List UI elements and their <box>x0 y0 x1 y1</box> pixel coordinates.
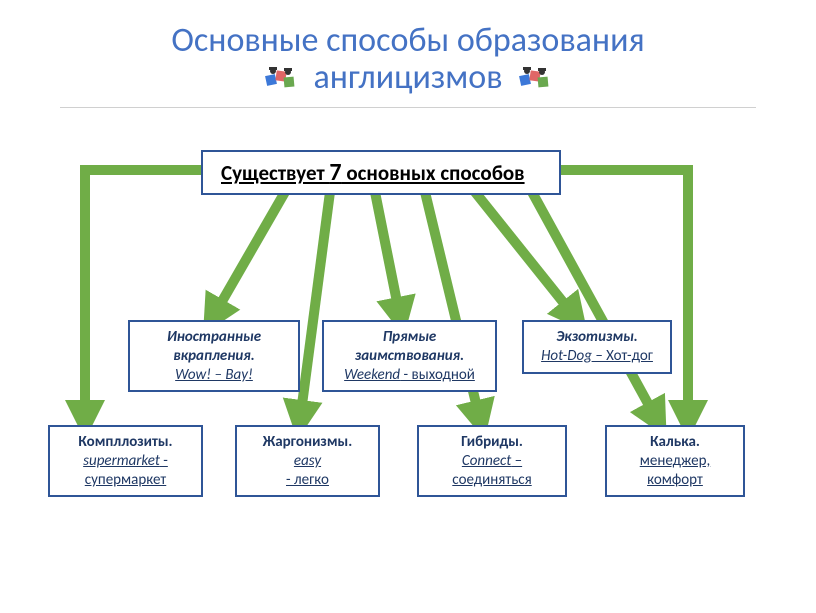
title-line-2-text: англицизмов <box>314 57 503 98</box>
leaf-foreign: Иностранные вкрапления.Wow! – Вау! <box>128 320 300 392</box>
leaf-title: Экзотизмы. <box>532 328 662 347</box>
title-line-2: англицизмов <box>171 59 644 99</box>
leaf-example: Wow! – Вау! <box>138 366 290 385</box>
root-text-pre: Существует <box>221 160 329 186</box>
leaf-jargon: Жаргонизмы.easy- легко <box>235 425 380 497</box>
root-text-number: 7 <box>329 158 341 187</box>
leaf-hybrid: Гибриды.Connect – соединяться <box>417 425 567 497</box>
leaf-example: Weekend - выходной <box>332 366 487 385</box>
leaf-title: Гибриды. <box>427 433 557 452</box>
root-node: Существует 7 основных способов <box>201 150 561 195</box>
title-line-1: Основные способы образования <box>171 22 644 59</box>
leaf-example: менеджер,комфорт <box>615 452 735 490</box>
leaf-title: Иностранные вкрапления. <box>138 328 290 366</box>
leaf-example: easy- легко <box>245 452 370 490</box>
leaf-title: Компллозиты. <box>58 433 193 452</box>
title-divider <box>60 107 756 108</box>
slide-title: Основные способы образования англицизмов <box>171 22 644 99</box>
slide-title-block: Основные способы образования англицизмов <box>0 0 816 108</box>
leaf-direct: Прямые заимствования.Weekend - выходной <box>322 320 497 392</box>
leaf-title: Калька. <box>615 433 735 452</box>
leaf-exotism: Экзотизмы.Hot-Dog – Хот-дог <box>522 320 672 374</box>
leaf-title: Жаргонизмы. <box>245 433 370 452</box>
leaf-title: Прямые заимствования. <box>332 328 487 366</box>
leaf-composite: Компллозиты.supermarket - супермаркет <box>48 425 203 497</box>
decoration-right-icon <box>518 61 552 99</box>
decoration-left-icon <box>264 61 298 99</box>
leaf-example: Hot-Dog – Хот-дог <box>532 347 662 366</box>
leaf-example: supermarket - супермаркет <box>58 452 193 490</box>
leaf-example: Connect – соединяться <box>427 452 557 490</box>
root-text-post: основных способов <box>342 160 525 186</box>
leaf-calque: Калька.менеджер,комфорт <box>605 425 745 497</box>
